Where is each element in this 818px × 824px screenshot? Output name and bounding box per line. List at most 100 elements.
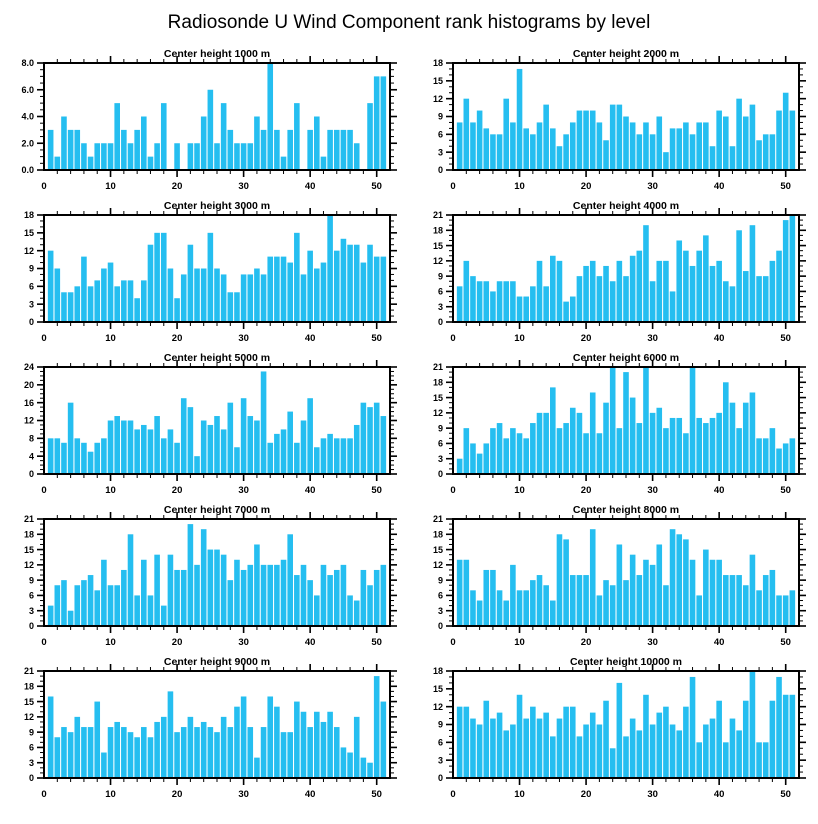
bar [609, 585, 616, 626]
bar [101, 752, 107, 778]
bar [543, 712, 549, 778]
bar [180, 569, 187, 626]
subplot-center-height-2000-m: Center height 2000 m 0 3 6 9 12 15 18 0 10 20 30 40 5… [409, 46, 818, 198]
bar [603, 402, 609, 474]
bar [207, 232, 214, 322]
bar [649, 724, 656, 778]
bar [200, 721, 207, 778]
bar [689, 559, 696, 626]
bar [556, 534, 563, 626]
bar [649, 281, 656, 322]
bar [54, 268, 61, 322]
plot-frame [452, 518, 800, 627]
bar [762, 276, 769, 322]
bar [789, 694, 796, 778]
bar [107, 262, 114, 322]
bar [160, 716, 167, 778]
bar [234, 447, 240, 474]
y-tick-label: 3 [438, 454, 443, 464]
bar [220, 274, 227, 322]
y-tick-label: 21 [24, 666, 34, 676]
bar [274, 256, 280, 322]
bar [556, 146, 563, 170]
bar [214, 268, 220, 322]
bar [254, 268, 260, 322]
bar [636, 250, 643, 322]
bar [756, 276, 762, 322]
y-tick-label: 20 [24, 380, 34, 390]
bar [260, 129, 267, 171]
bar [327, 711, 333, 778]
bar [107, 585, 114, 626]
bar [523, 718, 529, 778]
bar [643, 225, 649, 322]
bar [629, 122, 636, 170]
bar [160, 438, 167, 474]
bar [314, 268, 320, 322]
bar [476, 281, 483, 322]
bar [154, 416, 160, 474]
bar [267, 696, 274, 778]
y-tick-label: 3 [29, 299, 34, 309]
plot-frame [43, 214, 391, 323]
bar [776, 448, 782, 474]
bar [287, 129, 293, 171]
bar [174, 143, 180, 170]
bar [307, 727, 313, 778]
y-tick-label: 18 [24, 681, 34, 691]
bar [134, 595, 140, 626]
bar [194, 143, 200, 170]
bar [550, 600, 556, 626]
bar [749, 392, 756, 474]
bar [609, 281, 616, 322]
bar [583, 110, 589, 170]
bar [340, 564, 347, 626]
bar [167, 429, 174, 474]
bar [220, 554, 227, 626]
x-tick-label: 0 [450, 789, 455, 800]
x-tick-label: 0 [41, 333, 46, 344]
bar [629, 554, 636, 626]
bar [490, 569, 496, 626]
x-tick-label: 40 [714, 181, 725, 192]
bar [347, 129, 353, 171]
bar [200, 529, 207, 626]
bar [147, 595, 154, 626]
bar [254, 116, 260, 170]
bar [67, 610, 74, 626]
bar [709, 718, 716, 778]
bar [742, 116, 749, 170]
bar [167, 268, 174, 322]
bar [373, 569, 380, 626]
bar [214, 416, 220, 474]
histogram-svg: Center height 6000 m 0 3 6 9 12 15 18 21 0 10 20 30 4… [433, 352, 806, 496]
bar [294, 232, 300, 322]
bar [134, 298, 140, 322]
bar [154, 554, 160, 626]
bar [789, 110, 796, 170]
bar [154, 143, 160, 170]
bar [723, 575, 729, 626]
subplot-title: Center height 1000 m [164, 48, 270, 60]
subplot-title: Center height 4000 m [573, 200, 679, 212]
bar [543, 286, 549, 322]
bar [147, 244, 154, 322]
bar [576, 412, 583, 474]
y-tick-label: 0 [438, 469, 443, 479]
bar [333, 129, 340, 171]
x-tick-label: 0 [450, 637, 455, 648]
bar [683, 122, 689, 170]
bar [762, 742, 769, 778]
y-tick-label: 18 [433, 225, 443, 235]
bar [483, 443, 490, 474]
bar [207, 549, 214, 626]
bar [240, 274, 247, 322]
y-tick-label: 3 [438, 606, 443, 616]
bar [307, 250, 313, 322]
bar [789, 438, 796, 474]
bar [543, 585, 549, 626]
bar [709, 265, 716, 322]
bar [234, 706, 240, 778]
plot-frame [43, 670, 391, 779]
bar [220, 103, 227, 171]
